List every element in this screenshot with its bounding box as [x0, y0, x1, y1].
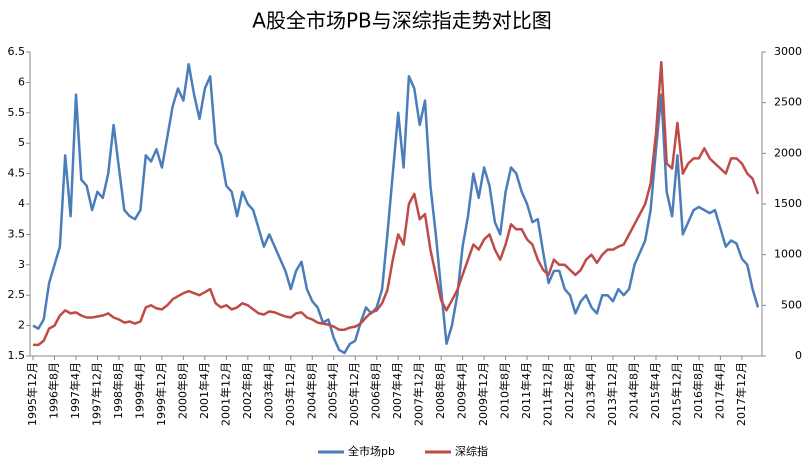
y-tick-label: 5.5 — [8, 106, 26, 119]
x-tick-label: 2017年4月 — [712, 362, 726, 419]
y2-tick-label: 2500 — [774, 96, 802, 109]
y-tick-label: 4.5 — [8, 167, 26, 180]
y2-tick-label: 2000 — [774, 146, 802, 159]
x-tick-label: 2016年8月 — [691, 362, 705, 419]
y-tick-label: 3 — [18, 258, 25, 271]
y-tick-label: 2 — [18, 319, 25, 332]
x-tick-label: 1996年8月 — [46, 362, 60, 419]
x-tick-label: 1999年4月 — [132, 362, 146, 419]
x-tick-label: 2006年8月 — [369, 362, 383, 419]
y2-tick-label: 3000 — [774, 45, 802, 58]
y-tick-label: 5 — [18, 136, 25, 149]
y2-tick-label: 1500 — [774, 197, 802, 210]
y2-tick-label: 500 — [781, 298, 802, 311]
chart-title: A股全市场PB与深综指走势对比图 — [252, 9, 551, 33]
x-tick-label: 2009年12月 — [476, 362, 490, 426]
y-tick-label: 3.5 — [8, 227, 26, 240]
x-tick-label: 1997年4月 — [68, 362, 82, 419]
x-tick-label: 2015年4月 — [648, 362, 662, 419]
y-tick-label: 6.5 — [8, 45, 26, 58]
x-tick-label: 2010年8月 — [498, 362, 512, 419]
x-tick-label: 2001年4月 — [197, 362, 211, 419]
y-tick-label: 2.5 — [8, 288, 26, 301]
x-tick-label: 2017年12月 — [734, 362, 748, 426]
legend-label: 深综指 — [455, 444, 488, 458]
x-tick-label: 2003年12月 — [283, 362, 297, 426]
y-tick-label: 4 — [18, 197, 25, 210]
y-tick-label: 6 — [18, 75, 25, 88]
x-tick-label: 2014年8月 — [626, 362, 640, 419]
x-tick-label: 2001年12月 — [218, 362, 232, 426]
x-tick-label: 1999年12月 — [154, 362, 168, 426]
legend-label: 全市场pb — [348, 444, 395, 458]
x-tick-label: 2002年8月 — [240, 362, 254, 419]
series-line — [33, 60, 760, 347]
y2-tick-label: 1000 — [774, 248, 802, 261]
x-tick-label: 2011年4月 — [519, 362, 533, 419]
y-tick-label: 1.5 — [8, 349, 26, 362]
x-tick-label: 2000年8月 — [175, 362, 189, 419]
x-tick-label: 1997年12月 — [89, 362, 103, 426]
x-tick-label: 1995年12月 — [25, 362, 39, 426]
x-tick-label: 2013年12月 — [605, 362, 619, 426]
x-tick-label: 1998年8月 — [111, 362, 125, 419]
x-tick-label: 2005年12月 — [347, 362, 361, 426]
x-tick-label: 2013年4月 — [584, 362, 598, 419]
x-tick-label: 2012年8月 — [562, 362, 576, 419]
x-tick-label: 2003年4月 — [261, 362, 275, 419]
x-tick-label: 2009年4月 — [455, 362, 469, 419]
x-tick-label: 2007年4月 — [390, 362, 404, 419]
series-line — [32, 62, 760, 355]
x-tick-label: 2015年12月 — [669, 362, 683, 426]
x-tick-label: 2005年4月 — [326, 362, 340, 419]
x-tick-label: 2004年8月 — [304, 362, 318, 419]
x-tick-label: 2007年12月 — [412, 362, 426, 426]
y2-tick-label: 0 — [795, 349, 802, 362]
x-tick-label: 2011年12月 — [541, 362, 555, 426]
x-tick-label: 2008年8月 — [433, 362, 447, 419]
